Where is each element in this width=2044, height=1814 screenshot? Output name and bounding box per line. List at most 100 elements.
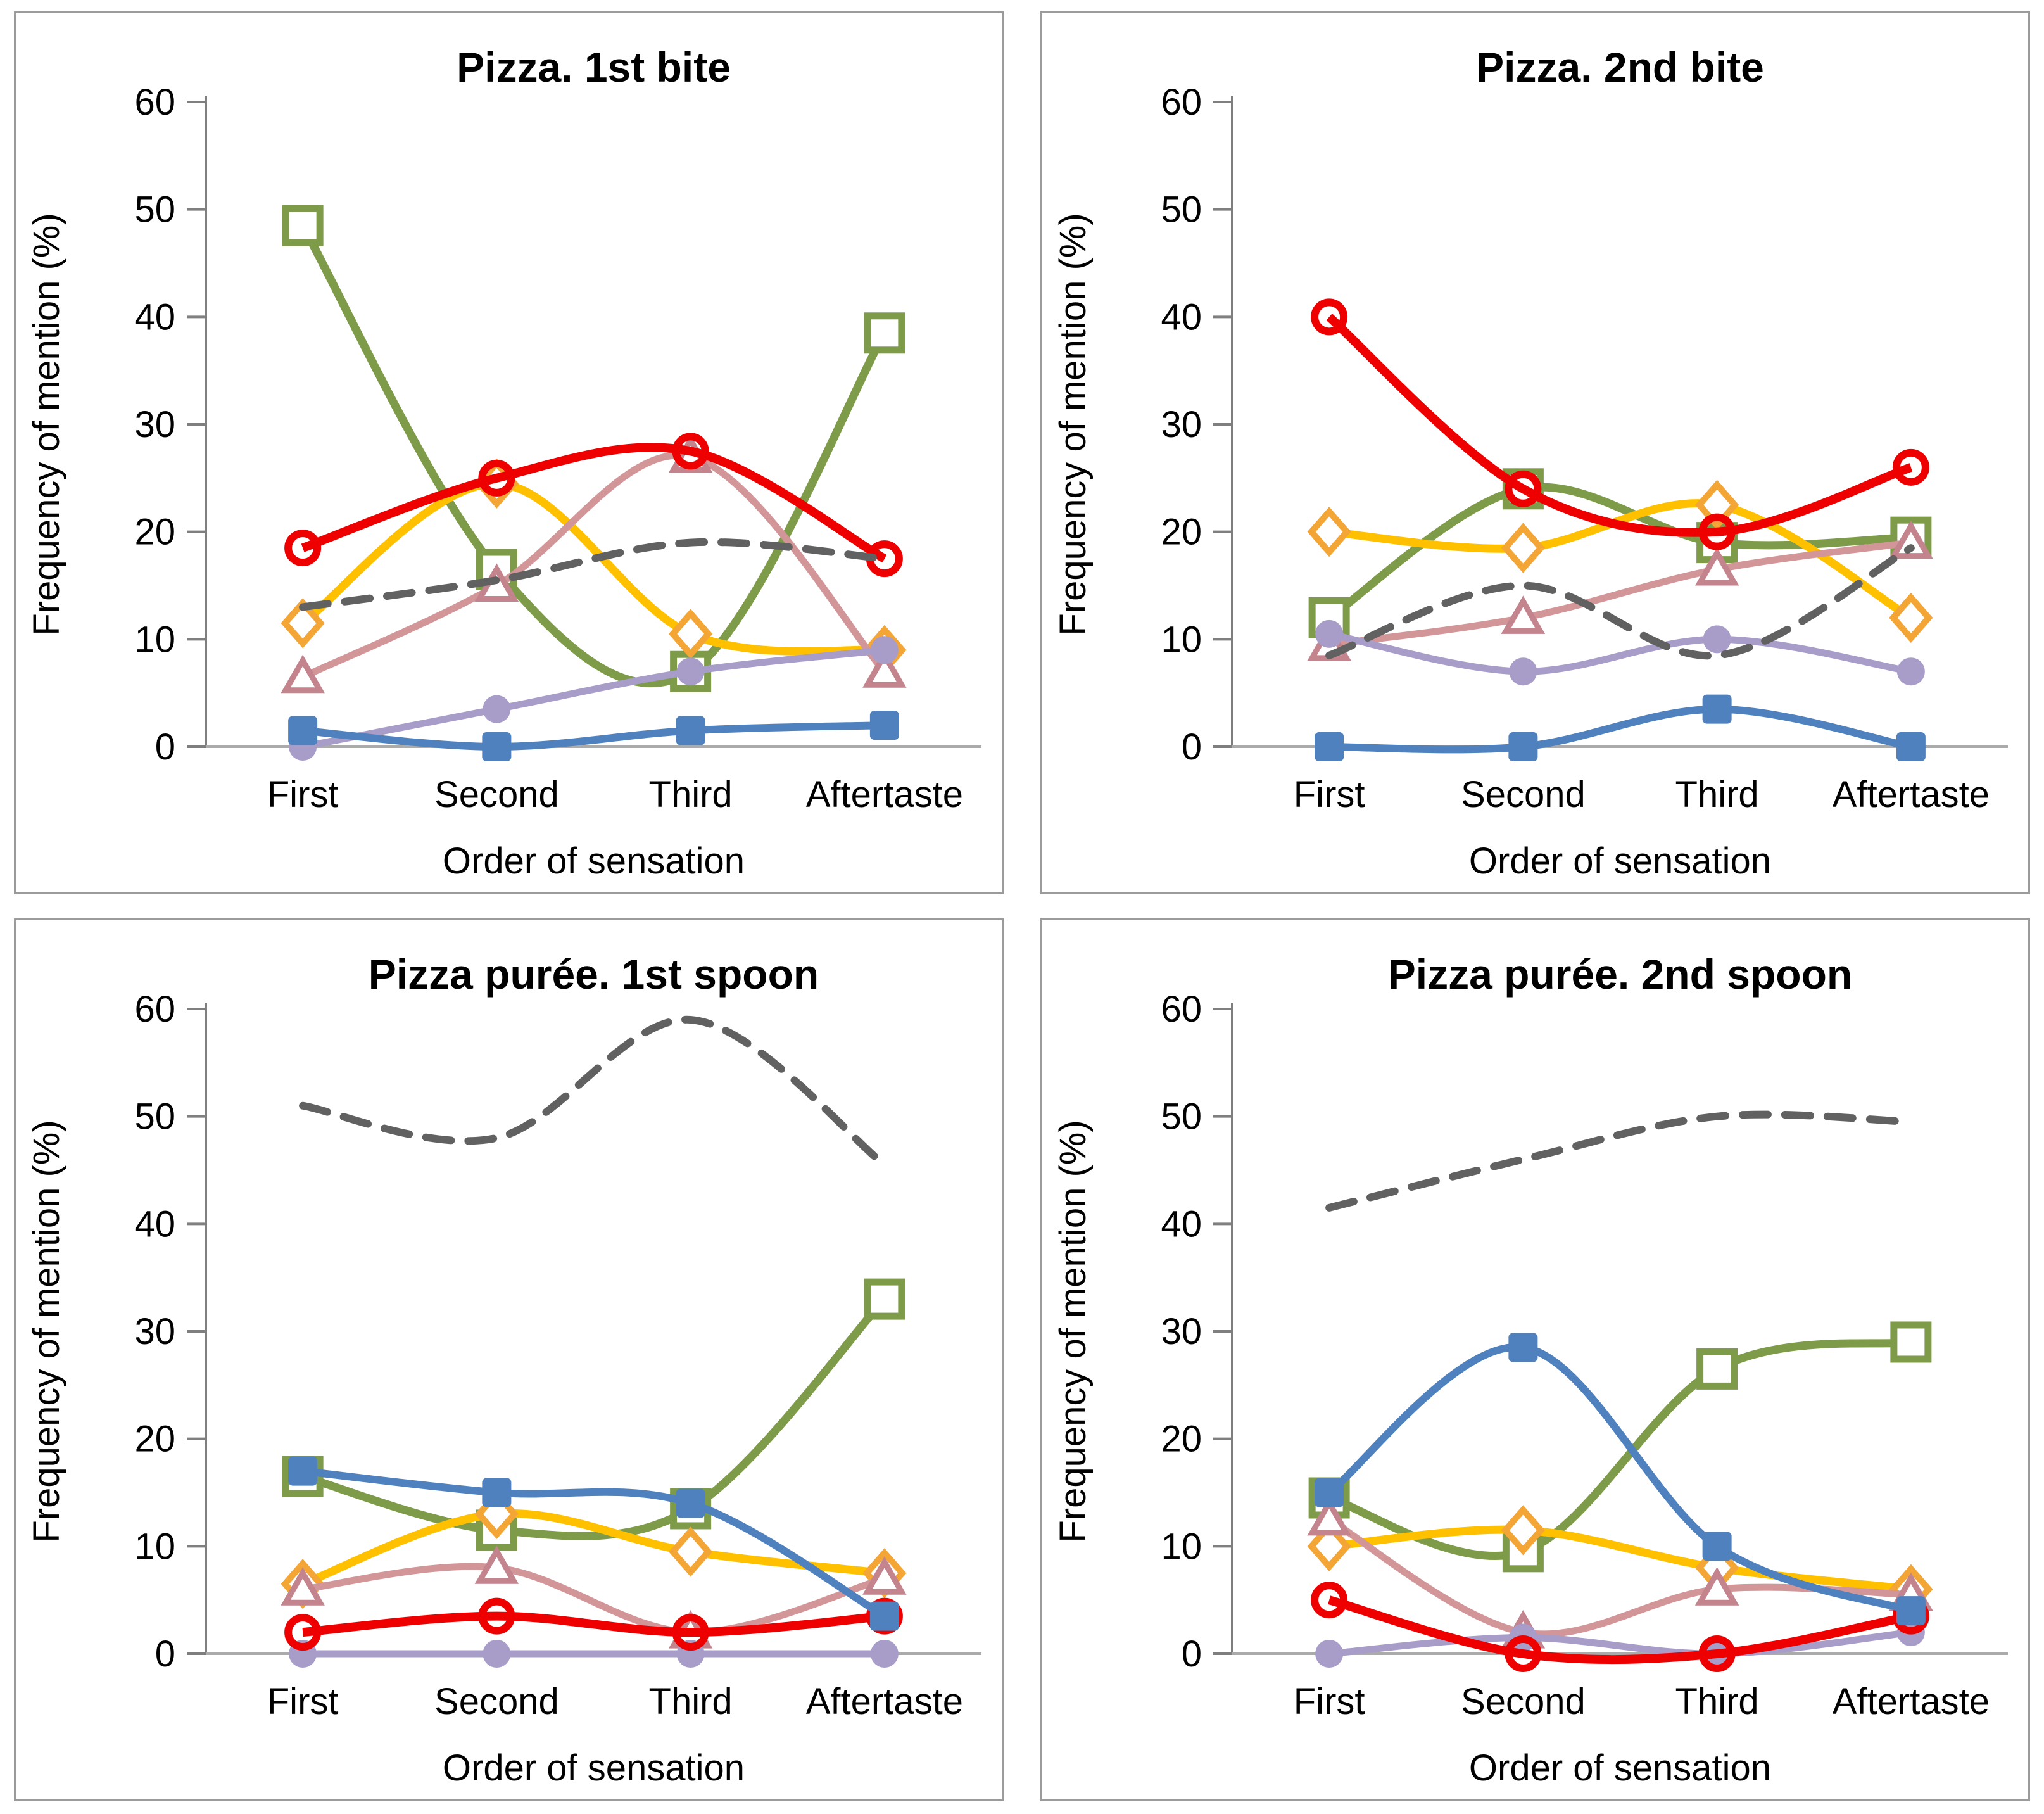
series-line [300, 479, 885, 656]
series-line [302, 1467, 886, 1620]
series-green-open-square [282, 205, 905, 692]
axes: 0 10 20 30 40 50 60 First Second Third Aftertaste [1161, 82, 2008, 815]
x-tick-label: Second [434, 774, 559, 815]
y-tick-label: 0 [155, 1633, 175, 1675]
series-line [1328, 1338, 1912, 1560]
open-diamond-marker [1501, 1505, 1546, 1556]
open-circle-marker [478, 459, 515, 497]
series-line [1328, 1628, 1912, 1658]
y-tick-label: 20 [1161, 1419, 1202, 1460]
panel-pizza-puree-2nd-spoon: 0 10 20 30 40 50 60 First Second Third Aftertaste P… [1040, 918, 2030, 1801]
open-triangle-marker [1694, 547, 1739, 586]
series-line [1328, 1595, 1912, 1665]
chart-2: 0 10 20 30 40 50 60 First Second Third Aftertaste P… [26, 951, 981, 1789]
x-tick-label: Third [649, 774, 733, 815]
open-circle-marker [1311, 1582, 1348, 1619]
y-axis-title: Frequency of mention (%) [26, 213, 67, 635]
open-circle-marker [1505, 470, 1542, 507]
series-pink-open-triangle [1307, 520, 1933, 661]
series-red-open-circle [1311, 1582, 1929, 1672]
y-tick-label: 60 [134, 989, 175, 1030]
y-tick-label: 60 [1161, 989, 1202, 1030]
series-line [1328, 630, 1912, 675]
series-purple-filled-circle [289, 1640, 899, 1668]
open-circle-marker [1698, 513, 1736, 550]
series-green-open-square [1308, 1321, 1932, 1573]
y-tick-label: 10 [134, 1526, 175, 1567]
series-line [1327, 1343, 1912, 1614]
filled-square-marker [869, 1601, 899, 1631]
filled-square-marker [1896, 1596, 1926, 1626]
y-tick-label: 20 [134, 1419, 175, 1460]
filled-square-marker [1508, 732, 1538, 761]
series-line [1325, 1110, 1915, 1212]
x-tick-label: Second [434, 1681, 559, 1722]
y-axis-title: Frequency of mention (%) [1052, 1120, 1094, 1542]
y-tick-label: 60 [1161, 82, 1202, 123]
y-tick-label: 10 [134, 619, 175, 660]
y-tick-label: 50 [1161, 1096, 1202, 1138]
y-tick-label: 50 [134, 189, 175, 231]
chart-title: Pizza purée. 2nd spoon [1388, 951, 1852, 998]
open-circle-marker [284, 530, 322, 567]
axes: 0 10 20 30 40 50 60 First Second Third Aftertaste [134, 989, 981, 1722]
filled-circle-marker [676, 657, 705, 686]
series-gray-dashed [299, 1015, 888, 1169]
y-axis-title: Frequency of mention (%) [26, 1120, 67, 1542]
filled-square-marker [1702, 694, 1732, 724]
open-circle-marker [672, 1614, 709, 1651]
series-line [299, 538, 888, 611]
series-line [1327, 483, 1912, 621]
x-tick-label: First [267, 1681, 339, 1722]
series-line [302, 1563, 886, 1636]
y-tick-label: 20 [134, 512, 175, 553]
open-triangle-marker [1889, 520, 1933, 559]
series-line [302, 721, 885, 751]
series-blue-filled-square [288, 711, 899, 761]
series-line [301, 452, 887, 680]
filled-circle-marker [870, 1640, 899, 1668]
series-green-open-square [282, 1278, 905, 1551]
filled-circle-marker [1509, 657, 1537, 686]
x-axis-title: Order of sensation [443, 1747, 745, 1789]
x-axis-title: Order of sensation [443, 840, 745, 882]
series-line [302, 1611, 885, 1637]
open-triangle-marker [862, 649, 907, 688]
series-line [302, 646, 885, 751]
y-tick-label: 40 [134, 296, 175, 338]
series-blue-filled-square [288, 1456, 899, 1631]
y-tick-label: 40 [134, 1203, 175, 1245]
filled-circle-marker [1315, 1640, 1344, 1668]
y-tick-label: 30 [134, 1311, 175, 1352]
filled-square-marker [288, 1456, 318, 1486]
filled-square-marker [676, 1488, 705, 1518]
series-line [1328, 539, 1912, 649]
series-line [301, 1509, 885, 1588]
open-square-marker [1696, 1348, 1738, 1390]
filled-square-marker [869, 711, 899, 740]
filled-circle-marker [483, 695, 511, 723]
y-tick-label: 30 [134, 404, 175, 445]
chart-0: 0 10 20 30 40 50 60 First Second Third Aftertaste P… [26, 44, 981, 882]
y-axis-title: Frequency of mention (%) [1052, 213, 1094, 635]
y-tick-label: 30 [1161, 1311, 1202, 1352]
open-circle-marker [284, 1614, 322, 1651]
series-blue-filled-square [1315, 1333, 1926, 1626]
filled-square-marker [1508, 1333, 1538, 1362]
x-tick-label: Third [649, 1681, 733, 1722]
filled-square-marker [1896, 732, 1926, 761]
series-gray-dashed [1325, 544, 1915, 660]
y-tick-label: 30 [1161, 404, 1202, 445]
open-triangle-marker [1307, 1497, 1351, 1536]
y-tick-label: 40 [1161, 1203, 1202, 1245]
x-axis-title: Order of sensation [1469, 840, 1771, 882]
open-square-marker [1890, 1321, 1932, 1363]
filled-circle-marker [1896, 657, 1925, 686]
x-tick-label: Second [1461, 774, 1586, 815]
series-yellow-open-diamond [1307, 479, 1933, 643]
filled-square-marker [482, 1478, 512, 1507]
open-triangle-marker [281, 654, 325, 694]
open-triangle-marker [862, 1556, 907, 1595]
panel-pizza-2nd-bite: 0 10 20 30 40 50 60 First Second Third Aftertaste P… [1040, 11, 2030, 894]
x-axis-title: Order of sensation [1469, 1747, 1771, 1789]
